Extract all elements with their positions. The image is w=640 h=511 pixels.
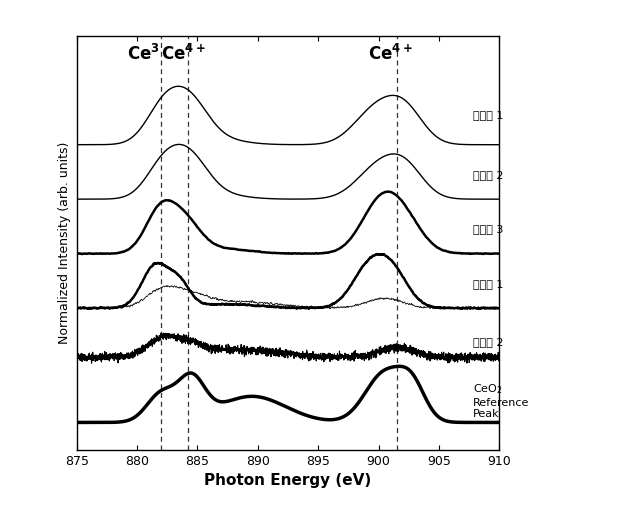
- Text: $\mathbf{Ce^{4+}}$: $\mathbf{Ce^{4+}}$: [161, 44, 205, 64]
- Text: 実施例 1: 実施例 1: [473, 278, 503, 289]
- Text: 比較例 1: 比較例 1: [473, 110, 503, 120]
- Y-axis label: Normalized Intensity (arb. units): Normalized Intensity (arb. units): [58, 142, 71, 344]
- Text: CeO$_2$
Reference
Peak: CeO$_2$ Reference Peak: [473, 382, 529, 419]
- X-axis label: Photon Energy (eV): Photon Energy (eV): [204, 473, 372, 488]
- Text: $\mathbf{Ce^3}$: $\mathbf{Ce^3}$: [127, 44, 159, 64]
- Text: 比較例 3: 比較例 3: [473, 224, 503, 234]
- Text: $\mathbf{Ce^{4+}}$: $\mathbf{Ce^{4+}}$: [369, 44, 413, 64]
- Text: 比較例 2: 比較例 2: [473, 170, 503, 180]
- Text: 実施例 2: 実施例 2: [473, 337, 503, 347]
